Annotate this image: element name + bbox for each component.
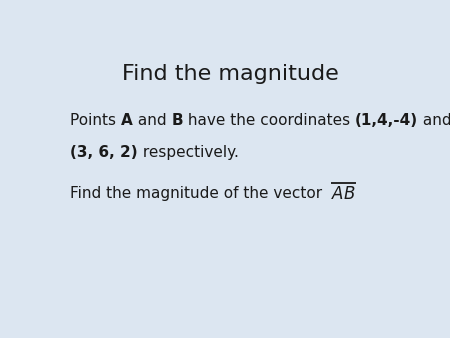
Text: A: A bbox=[121, 114, 133, 128]
Text: and: and bbox=[418, 114, 450, 128]
Text: and: and bbox=[133, 114, 171, 128]
Text: $\mathit{AB}$: $\mathit{AB}$ bbox=[331, 186, 356, 203]
Text: Find the magnitude of the vector: Find the magnitude of the vector bbox=[70, 186, 322, 201]
Text: Find the magnitude: Find the magnitude bbox=[122, 64, 339, 84]
Text: (1,4,-4): (1,4,-4) bbox=[355, 114, 418, 128]
Text: Points: Points bbox=[70, 114, 121, 128]
Text: have the coordinates: have the coordinates bbox=[183, 114, 355, 128]
Text: (3, 6, 2): (3, 6, 2) bbox=[70, 145, 138, 160]
Text: respectively.: respectively. bbox=[138, 145, 238, 160]
Text: B: B bbox=[171, 114, 183, 128]
